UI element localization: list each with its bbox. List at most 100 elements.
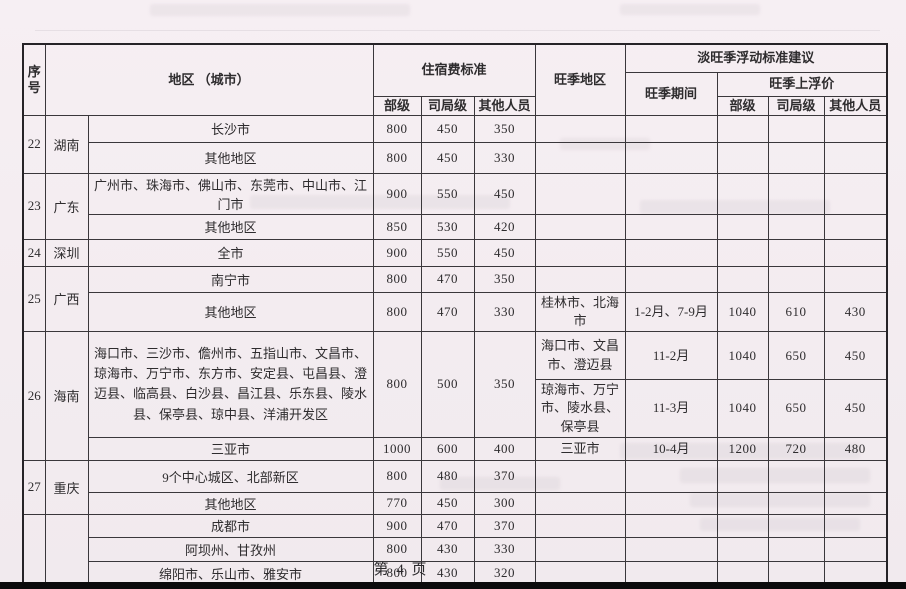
cell-other: 450 [473,172,536,215]
header-row-1: 序号 地区 （城市） 住宿费标准 旺季地区 淡旺季浮动标准建议 [22,43,888,116]
cell-peak-period [624,172,718,215]
cell-peak-period [624,491,718,515]
cell-serial [22,513,46,587]
cell-area: 其他地区 [87,491,374,515]
header-bureau: 司局级 [420,95,475,116]
cell-other: 450 [473,238,536,267]
cell-bureau: 450 [420,141,475,174]
cell-other: 370 [473,513,536,538]
cell-other: 350 [473,114,536,143]
cell-peak-area [534,491,626,515]
cell-peak-bureau: 650 [767,331,825,381]
cell-bureau: 550 [420,238,475,267]
cell-bureau: 450 [420,491,475,515]
cell-peak-minister [716,265,769,293]
cell-peak-bureau [767,491,825,515]
header-peak-period: 旺季期间 [624,71,718,116]
cell-peak-area: 桂林市、北海市 [534,291,626,333]
cell-peak-bureau [767,536,825,562]
cell-bureau: 470 [420,513,475,538]
table-row: 其他地区 800 470 330 桂林市、北海市 1-2月、7-9月 1040 … [23,291,888,333]
cell-peak-period [624,238,718,267]
cell-peak-bureau [767,213,825,240]
cell-peak-period [624,141,718,174]
cell-peak-period [624,459,718,493]
cell-minister: 800 [372,331,422,438]
cell-peak-area [534,513,626,538]
cell-peak-other: 480 [823,436,888,461]
cell-bureau: 450 [420,114,475,143]
header-row-3: 部级 司局级 其他人员 部级 司局级 其他人员 [23,95,888,116]
cell-peak-bureau [767,114,825,143]
table-row: 成都市 900 470 370 [22,513,888,587]
cell-minister: 800 [372,265,422,293]
cell-area: 全市 [87,238,374,267]
cell-peak-period: 11-2月 [624,331,718,381]
cell-peak-other [823,114,888,143]
cell-peak-bureau: 610 [767,291,825,333]
cell-minister: 900 [372,238,422,267]
cell-peak-other [823,265,888,293]
cell-minister: 800 [372,291,422,333]
table-row: 其他地区 800 450 330 [23,141,888,174]
table-row: 26 海南 海口市、三沙市、儋州市、五指山市、文昌市、琼海市、万宁市、东方市、安… [22,331,888,461]
cell-other: 330 [473,291,536,333]
header-peak-bureau: 司局级 [767,95,825,116]
cell-peak-minister [716,491,769,515]
cell-other: 420 [473,213,536,240]
table-row: 三亚市 1000 600 400 三亚市 10-4月 1200 720 480 [23,436,888,461]
cell-peak-minister: 1200 [716,436,769,461]
cell-minister: 1000 [372,436,422,461]
table-row: 27 重庆 9个中心城区、北部新区 800 480 370 [22,459,888,515]
cell-bureau: 480 [420,459,475,493]
cell-serial: 24 [22,238,46,267]
cell-peak-minister: 1040 [716,291,769,333]
cell-peak-other [823,491,888,515]
cell-bureau: 470 [420,265,475,293]
cell-peak-bureau: 720 [767,436,825,461]
lodging-standard-table: 序号 地区 （城市） 住宿费标准 旺季地区 淡旺季浮动标准建议 旺季期间 旺季上… [22,43,889,588]
cell-peak-bureau [767,172,825,215]
cell-peak-other [823,172,888,215]
cell-peak-bureau [767,141,825,174]
cell-bureau: 470 [420,291,475,333]
cell-peak-minister [716,114,769,143]
cell-peak-area [534,213,626,240]
cell-area: 三亚市 [87,436,374,461]
cell-area: 其他地区 [87,141,374,174]
cell-peak-other [823,513,888,538]
cell-minister: 770 [372,491,422,515]
cell-area: 9个中心城区、北部新区 [87,459,374,493]
scan-edge-bar [0,582,906,589]
cell-bureau: 530 [420,213,475,240]
scan-artifact [150,4,410,16]
cell-peak-period [624,213,718,240]
cell-peak-period: 11-3月 [624,379,718,438]
cell-peak-area [534,238,626,267]
cell-other: 350 [473,331,536,438]
cell-peak-bureau [767,265,825,293]
cell-peak-period [624,265,718,293]
header-minister: 部级 [372,95,422,116]
cell-peak-other [823,238,888,267]
cell-serial: 23 [22,172,46,240]
table-row: 其他地区 770 450 300 [23,491,888,515]
cell-bureau: 500 [420,331,475,438]
cell-other: 370 [473,459,536,493]
header-float-suggestion: 淡旺季浮动标准建议 [624,43,888,73]
cell-bureau: 550 [420,172,475,215]
cell-area: 阿坝州、甘孜州 [87,536,374,562]
table-row: 琼海市、万宁市、陵水县、保亭县 11-3月 1040 650 450 [23,379,888,438]
cell-peak-other [823,213,888,240]
cell-area: 成都市 [87,513,374,538]
cell-peak-area: 三亚市 [534,436,626,461]
cell-peak-other: 450 [823,379,888,438]
cell-peak-bureau [767,513,825,538]
cell-peak-area [534,141,626,174]
cell-province: 广东 [44,172,89,240]
cell-peak-minister [716,141,769,174]
cell-peak-period: 1-2月、7-9月 [624,291,718,333]
cell-peak-other: 430 [823,291,888,333]
header-peak-minister: 部级 [716,95,769,116]
